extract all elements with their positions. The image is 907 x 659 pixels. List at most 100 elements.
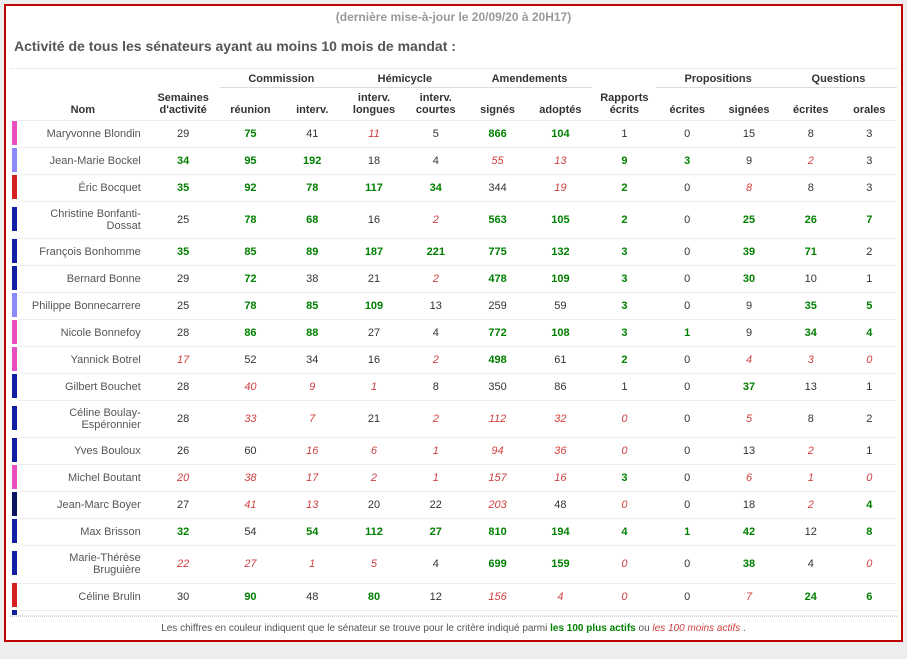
senator-name[interactable]: Céline Boulay-Espéronnier <box>19 401 147 438</box>
data-cell: 90 <box>220 583 282 610</box>
data-cell: 11 <box>343 121 405 148</box>
data-cell: 7 <box>718 583 780 610</box>
senator-name[interactable]: Jean-Marc Boyer <box>19 492 147 519</box>
data-cell: 30 <box>718 266 780 293</box>
data-cell: 2 <box>405 401 467 438</box>
data-cell: 41 <box>220 492 282 519</box>
data-cell: 1 <box>592 121 656 148</box>
data-cell: 1 <box>780 465 842 492</box>
table-row[interactable]: Jean-Marie Bockel3495192184551393923 <box>10 148 897 175</box>
data-cell: 192 <box>281 148 343 175</box>
senator-name[interactable]: Gilbert Bouchet <box>19 374 147 401</box>
data-cell: 30 <box>147 583 220 610</box>
data-cell: 92 <box>220 175 282 202</box>
table-row[interactable]: Céline Boulay-Espéronnier283372121123200… <box>10 401 897 438</box>
data-cell: 0 <box>656 492 718 519</box>
senator-name[interactable]: Philippe Bonnecarrere <box>19 293 147 320</box>
col-amend-signes: signés <box>467 88 529 121</box>
data-cell: 0 <box>656 121 718 148</box>
senator-name[interactable]: Jean-Marie Bockel <box>19 148 147 175</box>
senator-name[interactable]: Yannick Botrel <box>19 347 147 374</box>
data-cell: 41 <box>281 121 343 148</box>
data-cell: 13 <box>780 374 842 401</box>
table-row[interactable]: Philippe Bonnecarrere2578851091325959309… <box>10 293 897 320</box>
data-cell: 1 <box>405 465 467 492</box>
main-panel: (dernière mise-à-jour le 20/09/20 à 20H1… <box>4 4 903 642</box>
table-row[interactable]: Christine Bonfanti-Dossat257868162563105… <box>10 202 897 239</box>
table-row[interactable]: Nicole Bonnefoy288688274772108319344 <box>10 320 897 347</box>
data-cell: 4 <box>842 492 897 519</box>
data-cell: 78 <box>220 293 282 320</box>
table-row[interactable]: Maryvonne Blondin297541115866104101583 <box>10 121 897 148</box>
data-cell: 25 <box>718 202 780 239</box>
senator-name[interactable]: Éric Bocquet <box>19 175 147 202</box>
data-cell: 1 <box>405 438 467 465</box>
data-cell: 18 <box>718 492 780 519</box>
data-cell: 105 <box>528 202 592 239</box>
data-cell: 350 <box>467 374 529 401</box>
data-cell: 16 <box>343 202 405 239</box>
col-quest-ecrites: écrites <box>780 88 842 121</box>
colgroup-amendements: Amendements <box>467 69 593 88</box>
data-cell: 2 <box>343 465 405 492</box>
data-cell: 34 <box>780 320 842 347</box>
senator-name[interactable]: Maryvonne Blondin <box>19 121 147 148</box>
data-cell: 2 <box>780 148 842 175</box>
table-row[interactable]: Max Brisson325454112278101944142128 <box>10 519 897 546</box>
senator-name[interactable]: Max Brisson <box>19 519 147 546</box>
data-cell: 35 <box>147 175 220 202</box>
data-cell: 1 <box>842 374 897 401</box>
data-cell: 4 <box>780 546 842 583</box>
senator-name[interactable]: Bernard Bonne <box>19 266 147 293</box>
data-cell: 42 <box>718 519 780 546</box>
table-row[interactable]: Yves Bouloux266016619436001321 <box>10 438 897 465</box>
senator-name[interactable]: François Bonhomme <box>19 239 147 266</box>
data-cell: 0 <box>592 546 656 583</box>
data-cell: 8 <box>780 121 842 148</box>
senator-name[interactable]: Marie-Thérèse Bruguière <box>19 546 147 583</box>
table-row[interactable]: Bernard Bonne2972382124781093030101 <box>10 266 897 293</box>
data-cell: 6 <box>842 583 897 610</box>
data-cell: 86 <box>220 320 282 347</box>
data-cell: 34 <box>281 347 343 374</box>
data-cell: 9 <box>718 293 780 320</box>
data-cell: 8 <box>718 175 780 202</box>
data-cell: 3 <box>842 175 897 202</box>
data-cell: 0 <box>842 546 897 583</box>
data-cell: 259 <box>467 293 529 320</box>
data-cell: 68 <box>281 202 343 239</box>
table-row[interactable]: Gilbert Bouchet2840918350861037131 <box>10 374 897 401</box>
data-cell: 1 <box>842 438 897 465</box>
senator-name[interactable]: Nicole Bonnefoy <box>19 320 147 347</box>
senator-name[interactable]: Michel Boutant <box>19 465 147 492</box>
table-row[interactable]: Yannick Botrel1752341624986120430 <box>10 347 897 374</box>
col-prop-ecrites: écrites <box>656 88 718 121</box>
data-cell: 29 <box>147 266 220 293</box>
data-cell: 0 <box>842 465 897 492</box>
table-row[interactable]: Céline Brulin30904880121564007246 <box>10 583 897 610</box>
table-row[interactable]: Marie-Thérèse Bruguière22271546991590038… <box>10 546 897 583</box>
data-cell: 78 <box>220 202 282 239</box>
table-row[interactable]: Jean-Marc Boyer274113202220348001824 <box>10 492 897 519</box>
data-cell: 9 <box>281 374 343 401</box>
table-row[interactable]: Éric Bocquet359278117343441920883 <box>10 175 897 202</box>
senator-name[interactable]: Céline Brulin <box>19 583 147 610</box>
data-cell: 4 <box>405 320 467 347</box>
data-cell: 15 <box>718 121 780 148</box>
col-commission-reunion: réunion <box>220 88 282 121</box>
table-row[interactable]: François Bonhomme35858918722177513230397… <box>10 239 897 266</box>
table-body: Maryvonne Blondin297541115866104101583Je… <box>10 121 897 617</box>
data-cell: 4 <box>592 519 656 546</box>
activity-table: Nom Semaines d'activité Commission Hémic… <box>10 69 897 616</box>
senator-name[interactable]: Christine Bonfanti-Dossat <box>19 202 147 239</box>
data-cell: 117 <box>343 175 405 202</box>
data-cell: 4 <box>528 583 592 610</box>
data-cell: 772 <box>467 320 529 347</box>
senator-name[interactable]: Yves Bouloux <box>19 438 147 465</box>
table-row[interactable]: Michel Boutant203817211571630610 <box>10 465 897 492</box>
data-cell: 78 <box>281 175 343 202</box>
data-cell: 5 <box>405 121 467 148</box>
data-cell: 33 <box>220 401 282 438</box>
data-cell: 9 <box>718 148 780 175</box>
data-cell: 1 <box>656 519 718 546</box>
